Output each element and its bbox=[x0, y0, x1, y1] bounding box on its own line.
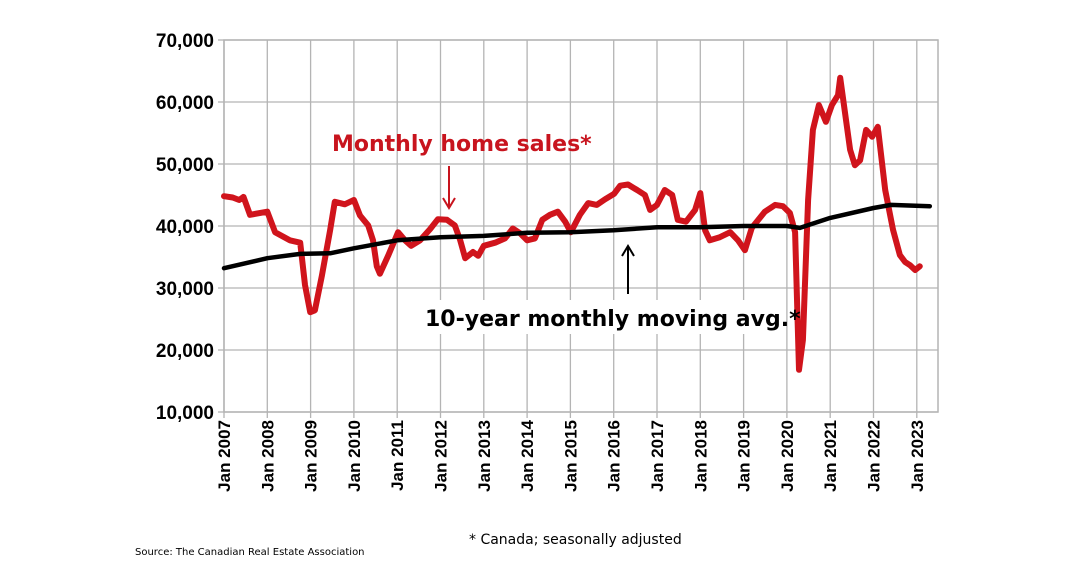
x-tick-label: Jan 2015 bbox=[561, 420, 580, 492]
average-annotation: 10-year monthly moving avg.* bbox=[425, 307, 801, 332]
x-tick-label: Jan 2007 bbox=[215, 420, 234, 492]
sales-line bbox=[221, 74, 923, 373]
x-tick-label: Jan 2010 bbox=[345, 420, 364, 492]
x-tick-label: Jan 2008 bbox=[258, 420, 277, 492]
x-axis: Jan 2007 Jan 2008 Jan 2009 Jan 2010 Jan 2011… bbox=[215, 419, 927, 491]
x-tick-label: Jan 2019 bbox=[735, 420, 754, 492]
x-tick-label: Jan 2011 bbox=[388, 420, 407, 491]
sales-annotation: Monthly home sales* bbox=[332, 132, 592, 157]
x-tick-label: Jan 2014 bbox=[518, 419, 537, 491]
sales-arrow bbox=[442, 166, 456, 210]
y-tick-label: 10,000 bbox=[156, 403, 214, 424]
y-tick-label: 50,000 bbox=[156, 155, 214, 176]
average-arrow bbox=[621, 244, 635, 294]
x-tick-label: Jan 2021 bbox=[821, 420, 840, 492]
source-note: Source: The Canadian Real Estate Associa… bbox=[135, 547, 365, 558]
y-axis: 10,000 20,000 30,000 40,000 50,000 60,000 70,0… bbox=[156, 31, 214, 424]
grid bbox=[218, 39, 939, 418]
y-tick-label: 20,000 bbox=[156, 341, 214, 362]
x-tick-label: Jan 2013 bbox=[475, 420, 494, 492]
y-tick-label: 70,000 bbox=[156, 31, 214, 52]
x-tick-label: Jan 2022 bbox=[865, 420, 884, 492]
x-tick-label: Jan 2009 bbox=[302, 420, 321, 492]
footnote: * Canada; seasonally adjusted bbox=[469, 532, 682, 548]
y-tick-label: 60,000 bbox=[156, 93, 214, 114]
x-tick-label: Jan 2020 bbox=[778, 420, 797, 492]
x-tick-label: Jan 2016 bbox=[605, 420, 624, 492]
moving-average-line bbox=[221, 202, 933, 271]
x-tick-label: Jan 2012 bbox=[432, 420, 451, 492]
series-lines bbox=[221, 74, 933, 373]
x-tick-label: Jan 2018 bbox=[691, 420, 710, 492]
x-tick-label: Jan 2017 bbox=[648, 420, 667, 492]
y-tick-label: 40,000 bbox=[156, 217, 214, 238]
x-tick-label: Jan 2023 bbox=[908, 420, 927, 492]
y-tick-label: 30,000 bbox=[156, 279, 214, 300]
